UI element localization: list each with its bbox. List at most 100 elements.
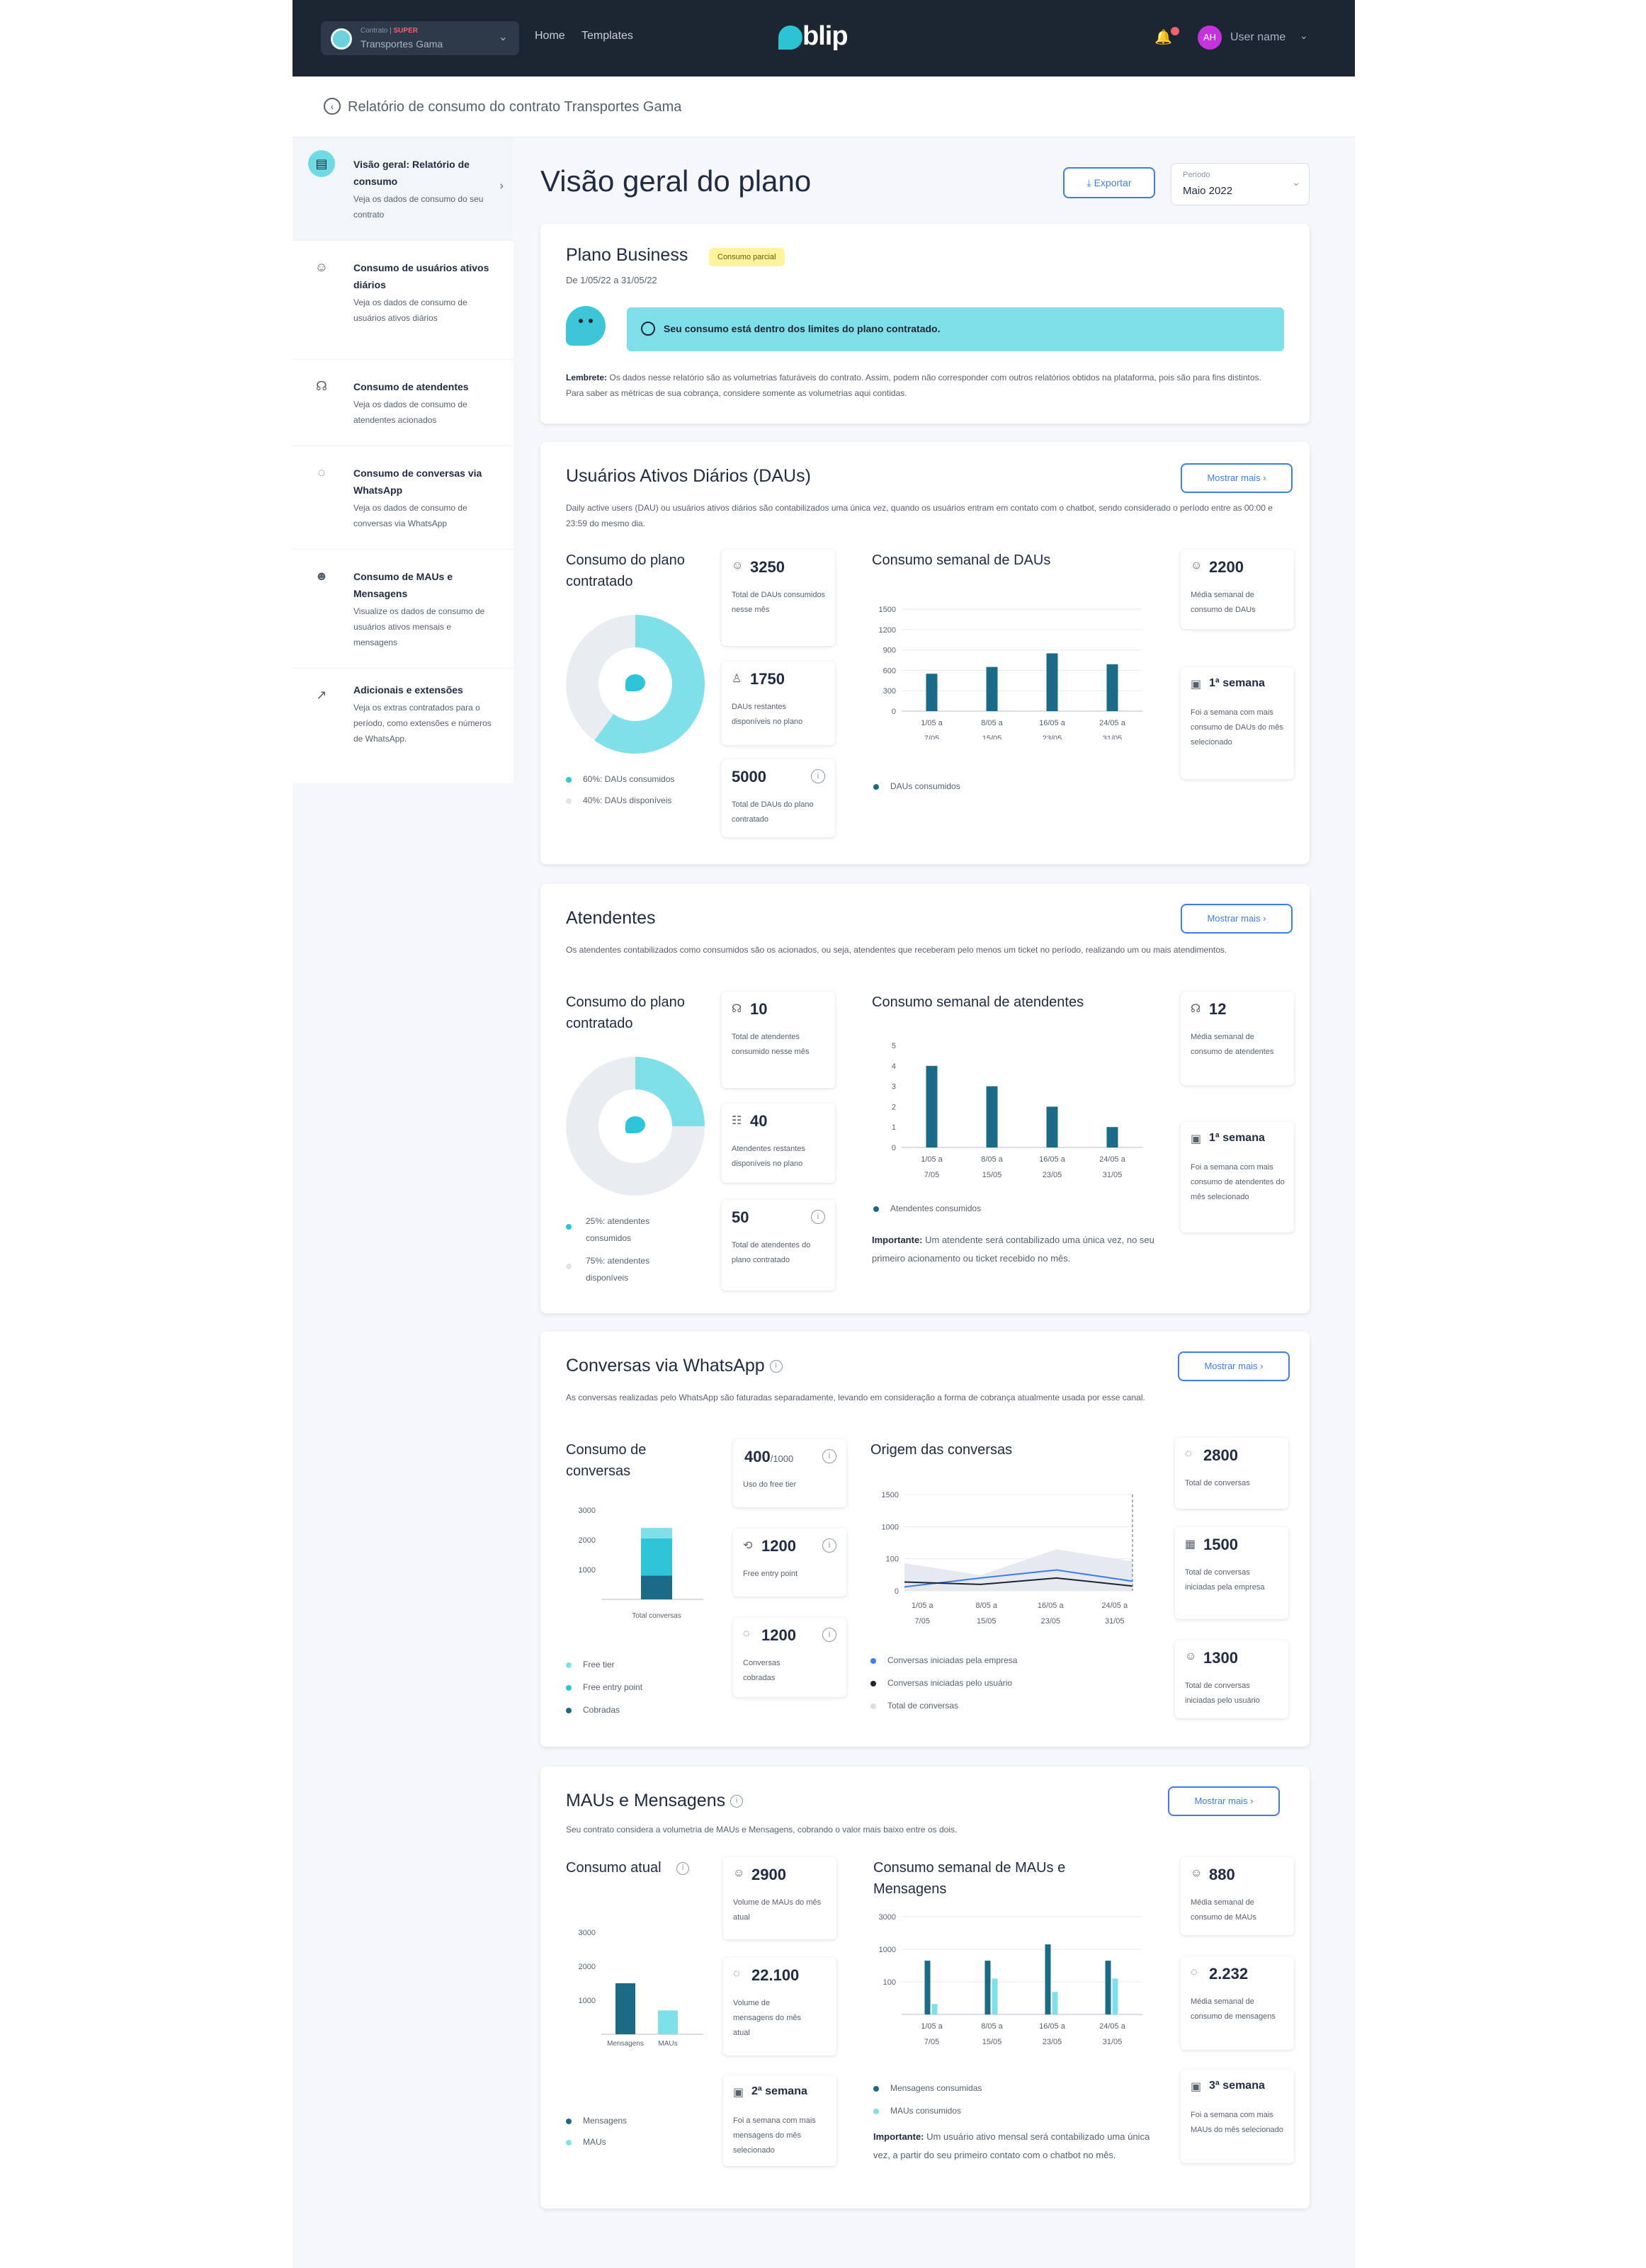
dau-weekly-bar-chart: 0 300 600 900 1200 1500 1/05 a 7/05 8/05 a 15/05 1… xyxy=(879,606,1142,739)
contract-avatar xyxy=(331,28,352,50)
plan-title: Plano Business xyxy=(566,245,688,265)
x-tick-label: MAUs xyxy=(658,2040,677,2048)
metric-card: 5000 i Total de DAUs do plano contratado xyxy=(722,759,835,837)
nav-home[interactable]: Home xyxy=(535,30,565,42)
y-tick-label: 3000 xyxy=(879,1913,896,1922)
info-icon[interactable]: i xyxy=(676,1861,690,1875)
logo-bubble-icon xyxy=(778,25,802,50)
x-tick-label: 24/05 a 31/05 xyxy=(1099,719,1126,739)
info-icon[interactable]: i xyxy=(822,1449,836,1463)
sidebar: ▤ Visão geral: Relatório de consumo Veja… xyxy=(293,137,513,783)
section-title: Atendentes xyxy=(566,908,656,928)
user-name[interactable]: User name xyxy=(1230,31,1286,43)
dau-donut-chart xyxy=(566,615,705,754)
sidebar-item-daus[interactable]: ☺ Consumo de usuários ativos diários Vej… xyxy=(293,241,513,360)
metric-card: ☺ 880 Média semanal de consumo de MAUs xyxy=(1181,1857,1294,1935)
users-icon: ☺ xyxy=(314,260,329,274)
y-tick-label: 1000 xyxy=(579,1997,596,2005)
legend-maus: MAUs xyxy=(566,2135,606,2149)
metric-card: ☊ 12 Média semanal de consumo de atendente… xyxy=(1181,992,1294,1085)
metric-card: ♙ 1750 DAUs restantes disponíveis no plano xyxy=(722,662,835,745)
legend-messages-consumed: Mensagens consumidas xyxy=(873,2081,982,2095)
metric-card: ☺ 2900 Volume de MAUs do mês atual xyxy=(723,1857,836,1939)
section-description: Daily active users (DAU) ou usuários ati… xyxy=(566,503,1273,528)
legend-free-entry: Free entry point xyxy=(566,1680,642,1694)
info-icon[interactable]: i xyxy=(730,1795,744,1808)
metric-card: ☺ 2200 Média semanal de consumo de DAUs xyxy=(1181,550,1294,629)
sidebar-item-extras[interactable]: ↗ Adicionais e extensões Veja os extras … xyxy=(293,669,513,783)
bar xyxy=(992,1978,998,2014)
x-tick-label: 24/05 a 31/05 xyxy=(1099,1155,1126,1179)
contract-selector[interactable]: Contrato | SUPER Transportes Gama ⌄ xyxy=(321,21,519,55)
consumption-title: Consumo de conversas xyxy=(566,1442,647,1479)
chevron-down-icon[interactable]: ⌄ xyxy=(1300,30,1308,41)
x-tick-label: 8/05 a 15/05 xyxy=(975,1601,997,1626)
users-icon: ☺ xyxy=(1185,1650,1197,1662)
x-tick-label: 1/05 a 7/05 xyxy=(921,719,943,739)
contract-name: Transportes Gama xyxy=(361,38,443,50)
metric-card: ◌ 22.100 Volume de mensagens do mês atual xyxy=(723,1958,836,2056)
show-more-button[interactable]: Mostrar mais › xyxy=(1181,904,1293,934)
bar xyxy=(1045,1944,1051,2014)
breadcrumb: ‹ Relatório de consumo do contrato Trans… xyxy=(293,76,1355,137)
info-icon[interactable]: i xyxy=(811,769,825,783)
users-icon: ☺ xyxy=(1191,560,1203,572)
plan-card: Plano Business Consumo parcial De 1/05/2… xyxy=(540,224,1310,424)
y-tick-label: 1 xyxy=(892,1123,896,1132)
y-tick-label: 1000 xyxy=(879,1946,896,1954)
y-tick-label: 2 xyxy=(892,1103,896,1111)
info-icon[interactable]: i xyxy=(822,1628,836,1642)
bell-icon[interactable]: 🔔 xyxy=(1154,30,1172,45)
legend-available: 40%: DAUs disponíveis xyxy=(566,793,671,807)
y-tick-label: 1500 xyxy=(882,1491,899,1499)
sidebar-item-attendants[interactable]: ☊ Consumo de atendentes Veja os dados de… xyxy=(293,360,513,446)
period-select[interactable]: Período Maio 2022 ⌄ xyxy=(1171,163,1310,205)
conversations-stacked-chart: 1000 2000 3000 Total conversas xyxy=(579,1507,703,1620)
whatsapp-card: Conversas via WhatsApp i Mostrar mais › … xyxy=(540,1332,1310,1747)
user-icon: ♙ xyxy=(732,673,742,685)
sidebar-item-overview[interactable]: ▤ Visão geral: Relatório de consumo Veja… xyxy=(293,137,513,241)
attendants-card: Atendentes Mostrar mais › Os atendentes … xyxy=(540,884,1310,1313)
legend-maus-consumed: MAUs consumidos xyxy=(873,2104,961,2118)
show-more-button[interactable]: Mostrar mais › xyxy=(1181,463,1293,493)
export-button[interactable]: ⤓ Exportar xyxy=(1063,167,1155,198)
x-tick-label: 1/05 a 7/05 xyxy=(912,1601,933,1626)
report-icon: ▤ xyxy=(308,150,335,177)
info-icon[interactable]: i xyxy=(769,1360,783,1373)
x-tick-label: 16/05 a 23/05 xyxy=(1039,2022,1066,2046)
chat-icon: ◌ xyxy=(733,1968,740,1980)
group-icon: ☷ xyxy=(732,1115,742,1127)
headset-icon: ☊ xyxy=(1191,1003,1201,1015)
origin-title: Origem das conversas xyxy=(870,1442,1013,1458)
y-tick-label: 100 xyxy=(883,1978,896,1987)
y-tick-label: 4 xyxy=(892,1062,896,1071)
back-arrow-icon[interactable]: ‹ xyxy=(324,98,341,115)
info-icon[interactable]: i xyxy=(822,1538,836,1553)
blip-logo[interactable]: blip xyxy=(778,21,856,55)
metric-card: ⟲ 1200 i Free entry point xyxy=(733,1529,846,1597)
info-icon[interactable]: i xyxy=(811,1210,825,1224)
sidebar-item-maus[interactable]: ☻ Consumo de MAUs e Mensagens Visualize … xyxy=(293,550,513,669)
chevron-down-icon: ⌄ xyxy=(1292,176,1300,188)
plan-consumption-title: Consumo do plano contratado xyxy=(566,994,685,1031)
y-tick-label: 3000 xyxy=(579,1507,596,1515)
x-tick-label: 16/05 a 23/05 xyxy=(1039,1155,1066,1179)
show-more-button[interactable]: Mostrar mais › xyxy=(1168,1786,1280,1816)
whatsapp-icon: ◌ xyxy=(317,465,326,480)
maus-card: MAUs e Mensagens i Mostrar mais › Seu co… xyxy=(540,1767,1310,2209)
show-more-button[interactable]: Mostrar mais › xyxy=(1178,1351,1290,1381)
section-description: Seu contrato considera a volumetria de M… xyxy=(566,1825,958,1835)
attendants-donut-chart xyxy=(566,1057,705,1196)
x-tick-label: 16/05 a 23/05 xyxy=(1038,1601,1065,1626)
y-tick-label: 2000 xyxy=(579,1963,596,1971)
metric-card: ☺ 3250 Total de DAUs consumidos nesse mês xyxy=(722,550,835,646)
y-tick-label: 0 xyxy=(892,708,896,716)
reminder-text: Lembrete: Os dados nesse relatório são a… xyxy=(566,373,1261,398)
user-avatar[interactable]: AH xyxy=(1198,25,1222,50)
y-tick-label: 0 xyxy=(895,1587,899,1596)
metric-card: ◌ 2.232 Média semanal de consumo de mensag… xyxy=(1181,1956,1294,2050)
nav-templates[interactable]: Templates xyxy=(581,30,633,42)
sidebar-item-whatsapp[interactable]: ◌ Consumo de conversas via WhatsApp Veja… xyxy=(293,446,513,550)
total-area xyxy=(904,1549,1133,1591)
